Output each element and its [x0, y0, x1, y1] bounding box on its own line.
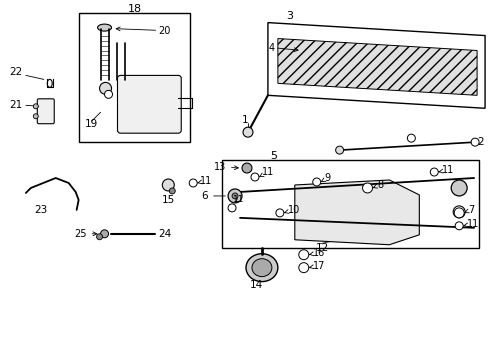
- Circle shape: [275, 209, 283, 217]
- Circle shape: [101, 230, 108, 238]
- Circle shape: [33, 104, 38, 109]
- Text: 11: 11: [197, 176, 212, 186]
- Text: 1: 1: [242, 115, 248, 125]
- Circle shape: [335, 146, 343, 154]
- Circle shape: [298, 263, 308, 273]
- Circle shape: [96, 234, 102, 240]
- Text: 14: 14: [249, 280, 262, 289]
- Circle shape: [104, 90, 112, 98]
- Ellipse shape: [245, 254, 277, 282]
- Ellipse shape: [47, 80, 52, 87]
- Ellipse shape: [98, 24, 111, 31]
- Circle shape: [453, 208, 463, 218]
- Text: 4: 4: [268, 42, 298, 53]
- Circle shape: [33, 114, 38, 119]
- Bar: [222, 160, 478, 248]
- Circle shape: [243, 127, 252, 137]
- Circle shape: [162, 179, 174, 191]
- Circle shape: [242, 163, 251, 173]
- Polygon shape: [294, 180, 419, 245]
- Text: 16: 16: [309, 248, 325, 258]
- Text: 7: 7: [464, 205, 473, 215]
- Text: 8: 8: [373, 180, 383, 190]
- Circle shape: [227, 189, 242, 203]
- Circle shape: [100, 82, 111, 94]
- FancyBboxPatch shape: [37, 99, 54, 124]
- Text: 13: 13: [213, 162, 238, 172]
- Text: 21: 21: [9, 100, 22, 110]
- Text: 11: 11: [259, 167, 274, 177]
- Circle shape: [312, 178, 320, 186]
- Text: 9: 9: [321, 173, 330, 183]
- Circle shape: [169, 188, 175, 194]
- Text: 11: 11: [233, 195, 244, 204]
- Text: 15: 15: [162, 195, 175, 205]
- FancyBboxPatch shape: [117, 75, 181, 133]
- Text: 25: 25: [74, 229, 97, 239]
- Text: 19: 19: [84, 119, 98, 129]
- Circle shape: [362, 183, 372, 193]
- Text: 3: 3: [285, 11, 292, 21]
- Circle shape: [429, 168, 437, 176]
- Circle shape: [454, 222, 462, 230]
- Text: 23: 23: [34, 205, 47, 215]
- Circle shape: [232, 193, 238, 199]
- Circle shape: [470, 138, 478, 146]
- Ellipse shape: [251, 259, 271, 276]
- Circle shape: [450, 180, 466, 196]
- Circle shape: [189, 179, 197, 187]
- Text: 18: 18: [127, 4, 142, 14]
- Polygon shape: [277, 39, 476, 95]
- Text: 6: 6: [201, 191, 225, 201]
- Text: 12: 12: [315, 243, 328, 253]
- Text: 11: 11: [463, 219, 478, 229]
- Circle shape: [298, 250, 308, 260]
- Circle shape: [452, 206, 464, 218]
- Text: 22: 22: [9, 67, 22, 77]
- Bar: [79, 13, 190, 142]
- Circle shape: [407, 134, 414, 142]
- Text: 5: 5: [269, 151, 276, 161]
- Text: 11: 11: [438, 165, 453, 175]
- Text: 20: 20: [116, 26, 170, 36]
- Polygon shape: [267, 23, 484, 108]
- Circle shape: [250, 173, 259, 181]
- Text: 10: 10: [284, 205, 300, 215]
- Circle shape: [227, 204, 236, 212]
- Text: 24: 24: [158, 229, 171, 239]
- Text: 17: 17: [309, 261, 325, 271]
- Text: 2: 2: [476, 137, 483, 147]
